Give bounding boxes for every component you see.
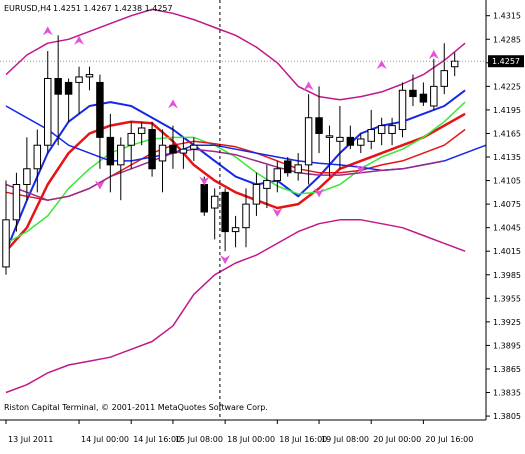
y-tick-label-3: 1.4225 bbox=[493, 82, 521, 91]
candle-body-9 bbox=[96, 81, 104, 138]
candle-body-6 bbox=[64, 81, 73, 95]
y-tick-label-15: 1.3865 bbox=[493, 365, 521, 374]
candle-body-33 bbox=[346, 136, 355, 146]
y-tick-label-11: 1.3985 bbox=[493, 271, 521, 280]
candle-body-16 bbox=[169, 144, 177, 154]
current-price-box bbox=[488, 55, 524, 68]
up-arrow-5 bbox=[428, 49, 439, 59]
candle-body-12 bbox=[127, 132, 135, 146]
candle-body-22 bbox=[231, 227, 240, 233]
x-tick-label-3: 15 Jul 08:00 bbox=[175, 435, 223, 444]
x-tick-label-0: 13 Jul 2011 bbox=[8, 435, 53, 444]
candle-body-27 bbox=[284, 160, 292, 174]
symbol-label: EURUSD,H4 bbox=[4, 4, 51, 13]
indicator-line-3 bbox=[5, 112, 466, 253]
down-arrow-4 bbox=[314, 188, 325, 198]
x-tick-label-4: 18 Jul 00:00 bbox=[227, 435, 275, 444]
candle-body-21 bbox=[221, 191, 229, 233]
axes: 1.43151.42851.42551.42251.41951.41651.41… bbox=[0, 0, 524, 444]
up-arrow-1 bbox=[74, 35, 85, 45]
candle-body-37 bbox=[388, 125, 396, 134]
candle-body-0 bbox=[2, 219, 10, 268]
candle-body-30 bbox=[315, 117, 323, 134]
x-tick-label-5: 18 Jul 16:00 bbox=[279, 435, 327, 444]
current-price-label: 1.4257 bbox=[492, 57, 520, 66]
candle-body-17 bbox=[179, 148, 188, 154]
candle-body-15 bbox=[158, 144, 167, 162]
candle-body-40 bbox=[419, 93, 428, 103]
candle-body-7 bbox=[75, 76, 83, 83]
ohlc-label: 1.4251 1.4267 1.4238 1.4257 bbox=[53, 4, 173, 13]
candle-body-5 bbox=[54, 78, 62, 95]
down-arrow-1 bbox=[199, 176, 210, 186]
candle-body-2 bbox=[23, 168, 31, 185]
y-tick-label-9: 1.4045 bbox=[493, 224, 521, 233]
y-tick-label-0: 1.4315 bbox=[493, 12, 521, 21]
y-tick-label-6: 1.4135 bbox=[493, 153, 521, 162]
down-arrow-2 bbox=[220, 255, 231, 265]
y-tick-label-17: 1.3805 bbox=[493, 412, 521, 421]
candle-body-35 bbox=[367, 129, 375, 142]
candle-body-29 bbox=[304, 117, 313, 166]
x-tick-label-8: 20 Jul 16:00 bbox=[425, 435, 473, 444]
candle-body-14 bbox=[148, 129, 156, 170]
candle-body-24 bbox=[252, 183, 261, 205]
x-tick-label-7: 20 Jul 00:00 bbox=[373, 435, 421, 444]
down-arrow-5 bbox=[355, 164, 366, 174]
y-tick-label-14: 1.3895 bbox=[493, 341, 521, 350]
y-tick-label-12: 1.3955 bbox=[493, 294, 521, 303]
candle-body-10 bbox=[106, 136, 115, 166]
candle-body-39 bbox=[409, 89, 417, 98]
y-tick-label-5: 1.4165 bbox=[493, 129, 521, 138]
up-arrow-4 bbox=[376, 60, 387, 70]
down-arrow-3 bbox=[272, 207, 283, 217]
y-tick-label-8: 1.4075 bbox=[493, 200, 521, 209]
candle-body-13 bbox=[137, 127, 146, 134]
candle-body-1 bbox=[12, 183, 21, 221]
candle-body-11 bbox=[117, 144, 125, 166]
x-tick-label-1: 14 Jul 00:00 bbox=[81, 435, 129, 444]
candle-body-36 bbox=[377, 125, 386, 134]
signal-arrows bbox=[42, 26, 439, 265]
y-tick-label-7: 1.4105 bbox=[493, 177, 521, 186]
candle-body-31 bbox=[325, 135, 334, 138]
up-arrow-2 bbox=[167, 99, 178, 109]
y-tick-label-4: 1.4195 bbox=[493, 106, 521, 115]
y-tick-label-16: 1.3835 bbox=[493, 389, 521, 398]
candle-body-4 bbox=[44, 78, 52, 146]
indicator-line-2 bbox=[5, 89, 466, 252]
candle-body-32 bbox=[336, 136, 344, 142]
candlesticks bbox=[2, 35, 459, 275]
y-tick-label-10: 1.4015 bbox=[493, 247, 521, 256]
up-arrow-0 bbox=[42, 26, 53, 36]
indicator-line-7 bbox=[5, 148, 445, 201]
candle-body-25 bbox=[263, 180, 271, 189]
indicator-lines bbox=[5, 8, 487, 394]
candle-body-8 bbox=[85, 74, 94, 78]
indicator-line-1 bbox=[5, 219, 466, 394]
candle-body-34 bbox=[357, 138, 365, 146]
y-tick-label-1: 1.4285 bbox=[493, 35, 521, 44]
candle-body-28 bbox=[294, 164, 302, 174]
candle-body-41 bbox=[430, 85, 438, 107]
indicator-line-0 bbox=[5, 8, 466, 101]
candle-body-19 bbox=[200, 183, 208, 213]
candle-body-26 bbox=[273, 168, 282, 182]
y-tick-label-13: 1.3925 bbox=[493, 318, 521, 327]
candle-body-18 bbox=[190, 144, 198, 150]
candle-body-20 bbox=[210, 195, 219, 209]
x-tick-label-2: 14 Jul 16:00 bbox=[133, 435, 181, 444]
down-arrow-0 bbox=[94, 180, 105, 190]
up-arrow-3 bbox=[303, 81, 314, 91]
candle-body-38 bbox=[398, 89, 407, 131]
indicator-line-4 bbox=[5, 101, 466, 245]
x-tick-label-6: 19 Jul 08:00 bbox=[321, 435, 369, 444]
candle-body-23 bbox=[242, 203, 250, 229]
candle-body-42 bbox=[440, 70, 448, 87]
candle-body-43 bbox=[450, 60, 459, 68]
copyright-text: Riston Capital Terminal, © 2001-2011 Met… bbox=[4, 403, 268, 412]
candle-body-3 bbox=[33, 144, 42, 170]
